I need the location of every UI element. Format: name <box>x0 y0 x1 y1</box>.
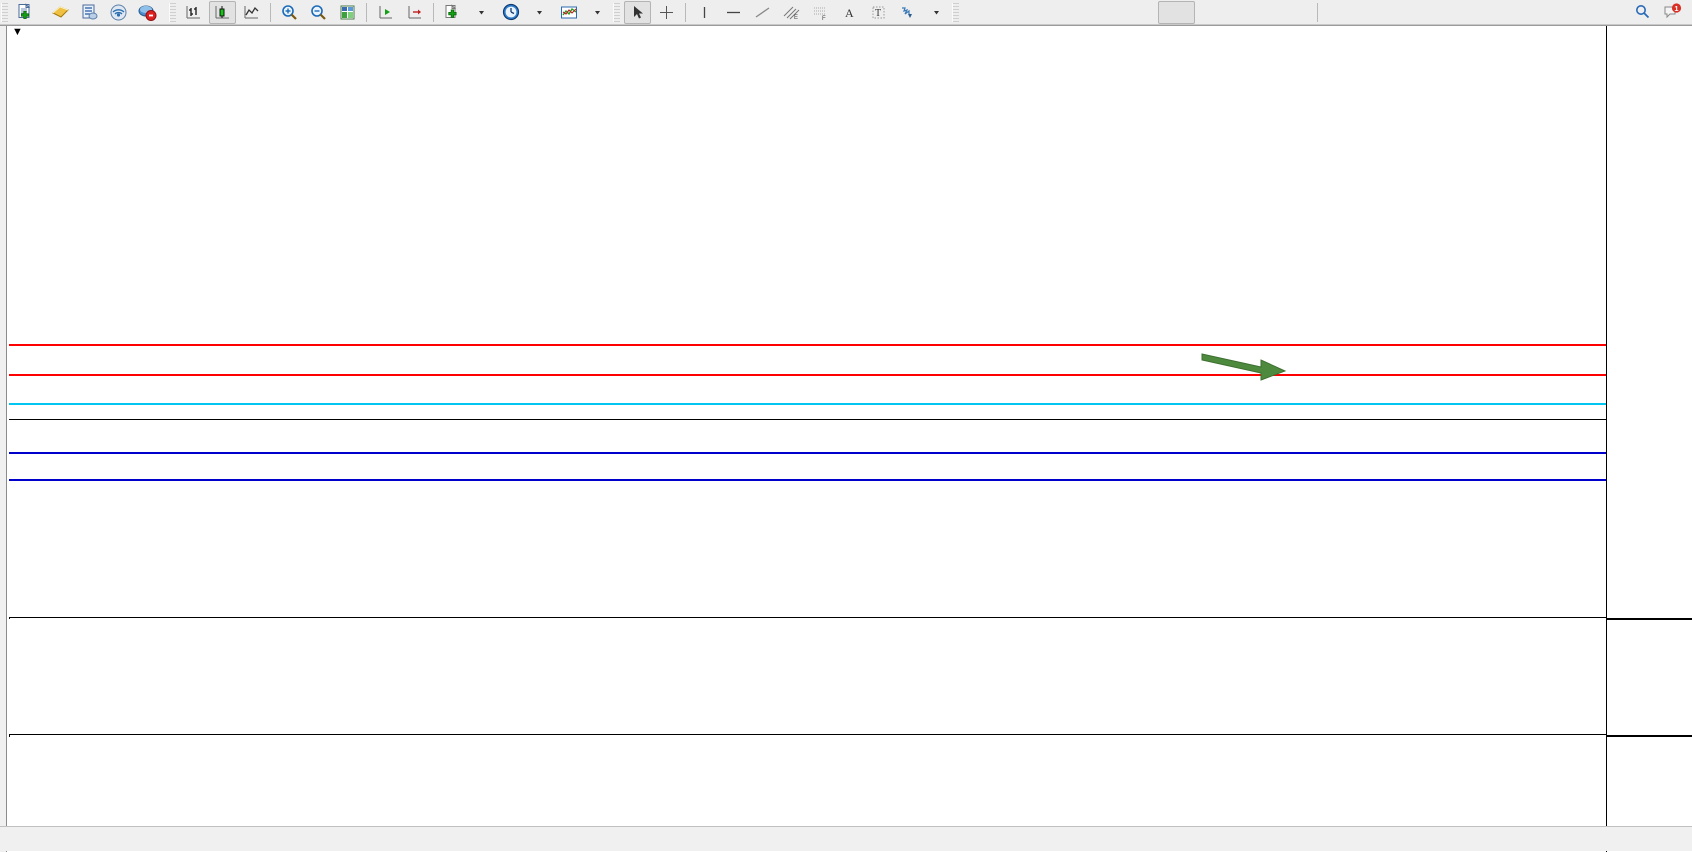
candlestick-series <box>9 26 1606 618</box>
search-icon[interactable] <box>1629 1 1656 24</box>
chart-collapse-icon[interactable]: ▼ <box>12 26 23 38</box>
indicators-icon[interactable] <box>555 1 582 24</box>
timeframe-m1[interactable] <box>963 1 1000 24</box>
svg-text:T: T <box>875 8 881 19</box>
last-price-line <box>9 419 1606 420</box>
alerts-icon[interactable]: 1 <box>1658 1 1685 24</box>
chart-title: ▼ <box>12 26 26 39</box>
fibonacci-icon[interactable]: F <box>807 1 834 24</box>
support-line-1[interactable] <box>9 452 1606 454</box>
signals-icon[interactable] <box>105 1 132 24</box>
price-axis[interactable] <box>1606 26 1692 852</box>
timeframe-mn[interactable] <box>1275 1 1312 24</box>
axis-sep-1b <box>1607 619 1692 620</box>
macd-series <box>9 619 1606 735</box>
macd-pane[interactable] <box>9 619 1606 735</box>
templates-chevron-down-icon[interactable] <box>468 1 495 24</box>
text-icon[interactable]: A <box>836 1 863 24</box>
toolbar-divider-5 <box>1317 2 1318 22</box>
data-window-icon[interactable] <box>334 1 361 24</box>
support-line-2[interactable] <box>9 479 1606 481</box>
auto-scroll-icon[interactable] <box>401 1 428 24</box>
toolbar-divider-3 <box>433 2 434 22</box>
bullish-arrow-icon[interactable] <box>1199 344 1291 386</box>
timeframe-w1[interactable] <box>1236 1 1273 24</box>
resistance-line-2[interactable] <box>9 374 1606 376</box>
terminal-icon[interactable] <box>76 1 103 24</box>
timeframe-h1[interactable] <box>1119 1 1156 24</box>
price-pane[interactable]: ▼ <box>9 26 1606 618</box>
timeframe-m30[interactable] <box>1080 1 1117 24</box>
rsi-pane[interactable] <box>9 737 1606 833</box>
bar-chart-icon[interactable] <box>180 1 207 24</box>
timeframe-d1[interactable] <box>1197 1 1234 24</box>
toolbar-divider <box>270 2 271 22</box>
svg-text:E: E <box>794 15 798 21</box>
chart-shift-icon[interactable] <box>372 1 399 24</box>
indicators-chevron-down-icon[interactable] <box>584 1 611 24</box>
templates-icon[interactable] <box>439 1 466 24</box>
trendline-icon[interactable] <box>749 1 776 24</box>
main-toolbar: E F A T <box>0 0 1692 25</box>
cursor-icon[interactable] <box>624 0 651 24</box>
toolbar-divider-2 <box>366 2 367 22</box>
autotrading-icon[interactable] <box>134 1 161 24</box>
svg-text:F: F <box>822 16 826 21</box>
shapes-icon[interactable] <box>894 1 921 24</box>
axis-sep-2b <box>1607 736 1692 737</box>
equidistant-channel-icon[interactable]: E <box>778 1 805 24</box>
status-bar <box>0 826 1692 851</box>
toolbar-divider-4 <box>685 2 686 22</box>
toolbar-grip-4[interactable] <box>952 2 959 22</box>
left-rail <box>0 26 7 852</box>
new-order-icon[interactable] <box>12 1 39 24</box>
period-icon[interactable] <box>497 1 524 24</box>
resistance-line-1[interactable] <box>9 344 1606 346</box>
zoom-out-icon[interactable] <box>305 1 332 24</box>
shapes-chevron-down-icon[interactable] <box>923 1 950 24</box>
svg-text:A: A <box>845 6 854 20</box>
horizontal-line-icon[interactable] <box>720 1 747 24</box>
zoom-in-icon[interactable] <box>276 1 303 24</box>
axis-sep-1 <box>1607 618 1692 619</box>
axis-sep-2 <box>1607 735 1692 736</box>
text-label-icon[interactable]: T <box>865 1 892 24</box>
candlestick-icon[interactable] <box>209 0 236 24</box>
bid-line[interactable] <box>9 403 1606 405</box>
vertical-line-icon[interactable] <box>691 1 718 24</box>
toolbar-grip-2[interactable] <box>169 2 176 22</box>
svg-text:1: 1 <box>1674 4 1678 13</box>
toolbar-grip-3[interactable] <box>613 2 620 22</box>
timeframe-h4[interactable] <box>1158 0 1195 24</box>
chart-area[interactable]: ▼ <box>0 25 1692 852</box>
rsi-series <box>9 737 1606 833</box>
timeframe-m15[interactable] <box>1041 1 1078 24</box>
toolbar-grip[interactable] <box>1 2 8 22</box>
timeframe-m5[interactable] <box>1002 1 1039 24</box>
crosshair-icon[interactable] <box>653 1 680 24</box>
profile-icon[interactable] <box>47 1 74 24</box>
period-chevron-down-icon[interactable] <box>526 1 553 24</box>
line-chart-icon[interactable] <box>238 1 265 24</box>
